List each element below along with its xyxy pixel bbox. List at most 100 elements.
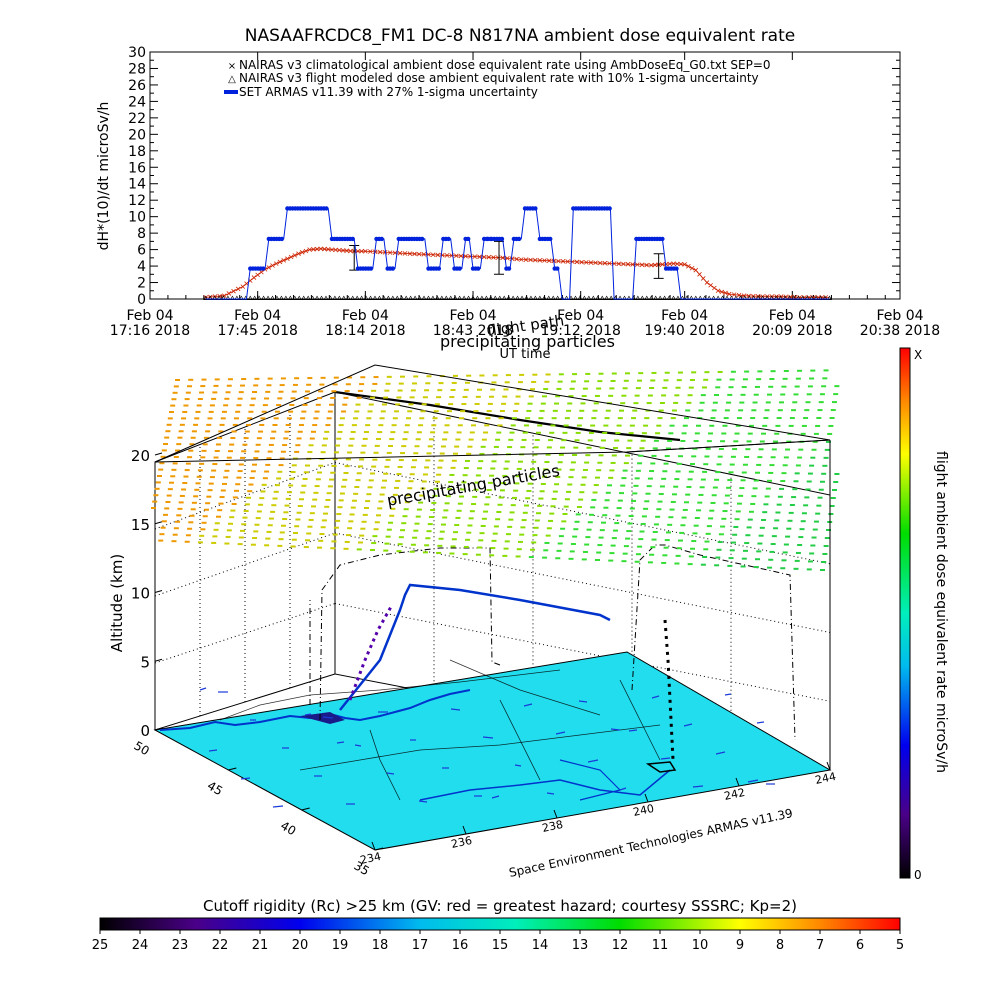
series-nairas-clim-point — [519, 257, 524, 262]
lon-tick — [826, 761, 831, 771]
map-feature — [546, 792, 555, 795]
series-nairas-flight-point — [363, 295, 369, 300]
map-feature — [523, 703, 533, 707]
series-nairas-flight-point — [350, 295, 356, 300]
series-armas-point — [516, 236, 522, 242]
series-nairas-clim-point — [597, 260, 603, 266]
series-nairas-flight-point — [399, 295, 405, 300]
series-nairas-flight-point — [728, 295, 734, 300]
right-colorbar-label: flight ambient dose equivalent rate micr… — [933, 451, 949, 773]
series-nairas-flight-point — [581, 295, 587, 300]
series-nairas-clim-point — [340, 248, 346, 253]
altitude-tick-label: 15 — [131, 516, 150, 534]
series-nairas-flight-point — [381, 295, 387, 300]
series-armas-point — [499, 236, 505, 242]
map-feature — [578, 700, 588, 703]
map-feature — [199, 687, 207, 691]
series-nairas-clim-point — [472, 254, 478, 259]
series-nairas-clim-point — [788, 294, 793, 300]
y-tick-label: 18 — [128, 144, 146, 160]
series-nairas-clim-point — [344, 248, 350, 253]
series-nairas-flight-point — [501, 295, 507, 300]
x-tick-date: Feb 04 — [342, 308, 389, 324]
altitude-tick — [154, 521, 163, 525]
map-feature — [322, 716, 334, 719]
series-nairas-clim-point — [663, 261, 669, 267]
series-nairas-flight-point — [751, 295, 757, 300]
series-nairas-clim-point — [556, 258, 561, 264]
colorbar-tick-label: 12 — [612, 938, 629, 953]
colorbar-tick-label: 7 — [816, 938, 824, 953]
series-armas-point — [533, 206, 538, 211]
series-nairas-flight-point — [448, 295, 454, 300]
series-nairas-clim-point — [329, 247, 335, 252]
series-nairas-clim-point — [674, 261, 680, 267]
flight-shadow-wall — [319, 547, 501, 721]
series-nairas-flight-point — [336, 295, 342, 300]
series-nairas-clim-point — [333, 247, 338, 253]
y-tick-label: 22 — [128, 111, 146, 127]
series-nairas-clim-point — [491, 255, 496, 260]
series-nairas-flight-point — [755, 295, 761, 300]
map-feature — [482, 736, 494, 739]
altitude-tick — [154, 590, 163, 593]
series-nairas-flight-point — [421, 295, 427, 300]
wall-grid — [154, 409, 831, 751]
colorbar-tick-label: 8 — [776, 938, 784, 953]
series-nairas-clim-point — [778, 294, 784, 299]
series-nairas-clim-point — [630, 262, 635, 267]
altitude-tick-label: 0 — [140, 722, 150, 740]
series-nairas-clim-point — [514, 256, 519, 262]
y-tick-label: 2 — [137, 276, 146, 292]
series-nairas-clim-point — [639, 262, 645, 268]
series-nairas-flight-point — [510, 295, 516, 300]
longitude-axis: 234 236 238 240 242 244 — [359, 761, 837, 867]
map-feature — [692, 785, 704, 788]
chart-title: NASAAFRCDC8_FM1 DC-8 N817NA ambient dose… — [245, 26, 795, 46]
series-nairas-flight-point — [203, 295, 209, 300]
x-tick-time: 18:14 2018 — [325, 323, 405, 339]
y-tick-label: 6 — [137, 243, 146, 259]
series-armas-point — [457, 266, 462, 271]
series-nairas-flight-point — [662, 295, 668, 300]
series-nairas-flight-point — [261, 295, 267, 300]
series-nairas-flight-point — [394, 295, 400, 300]
series-nairas-flight-point — [706, 295, 712, 300]
lat-tick — [154, 727, 164, 731]
series-nairas-clim-point — [678, 261, 684, 267]
series-nairas-flight-point — [492, 295, 498, 300]
series-nairas-clim-point — [377, 249, 383, 255]
series-nairas-flight-point — [319, 295, 325, 300]
series-nairas-flight-point — [390, 295, 396, 300]
series-nairas-clim-point — [704, 280, 710, 285]
colorbar-tick-label: 9 — [736, 938, 744, 953]
series-armas-point — [419, 236, 425, 242]
series-nairas-clim-point — [235, 286, 241, 292]
right-colorbar-top: X — [914, 348, 922, 362]
series-nairas-flight-point — [256, 295, 262, 300]
series-nairas-clim-point — [430, 252, 436, 258]
series-nairas-clim-point — [621, 261, 626, 267]
lon-tick-label: 242 — [723, 786, 746, 803]
series-armas-point — [350, 236, 355, 242]
series-nairas-flight-point — [425, 295, 431, 300]
series-armas-point — [324, 206, 329, 211]
series-nairas-clim-point — [240, 284, 246, 289]
colorbar-tick-label: 13 — [572, 938, 589, 953]
flight-path-descent — [663, 619, 675, 761]
series-nairas-clim-point — [528, 257, 533, 263]
series-nairas-clim-point — [363, 248, 368, 254]
series-nairas-flight-point — [826, 295, 832, 300]
series-nairas-flight-point — [555, 295, 561, 300]
lon-tick — [462, 825, 467, 835]
colorbar-tick-label: 16 — [452, 938, 469, 953]
colorbar-tick-label: 23 — [172, 938, 189, 953]
series-nairas-clim-point — [322, 246, 327, 252]
series-nairas-flight-point — [617, 295, 623, 300]
x-tick-date: Feb 04 — [126, 308, 173, 324]
colorbar-tick-label: 25 — [92, 938, 109, 953]
series-nairas-flight-point — [296, 295, 302, 300]
series-nairas-clim-point — [407, 251, 413, 256]
x-tick-time: 20:38 2018 — [860, 323, 940, 339]
